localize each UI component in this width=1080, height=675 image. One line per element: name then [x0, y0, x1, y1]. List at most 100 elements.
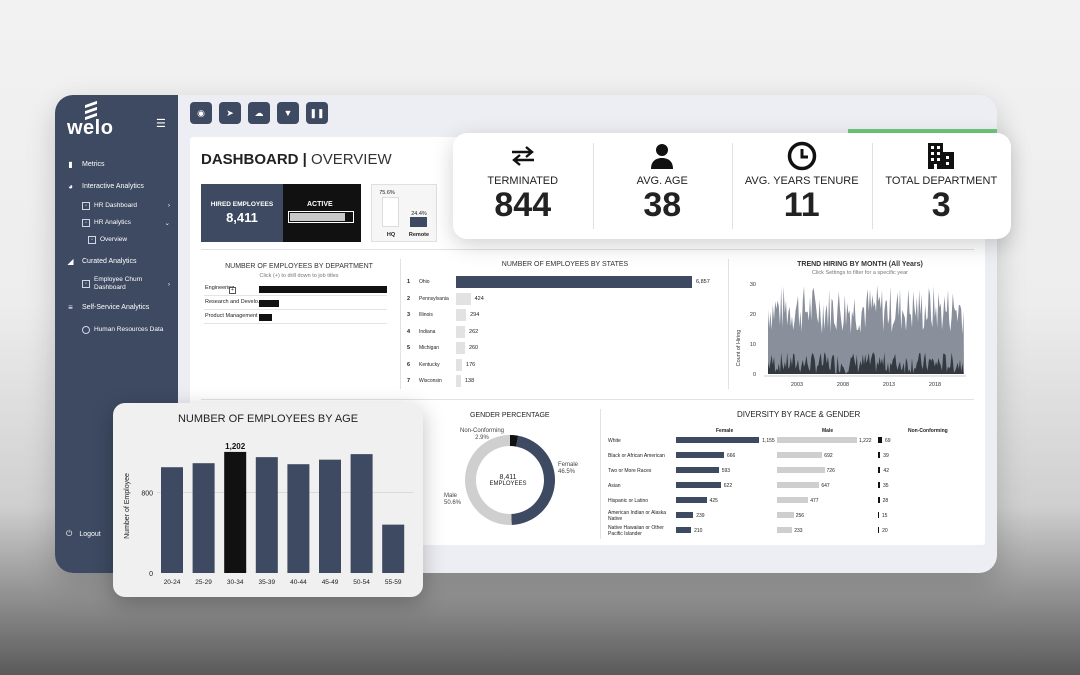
- clock-icon: [787, 141, 817, 171]
- sidebar-item-hr-data[interactable]: Human Resources Data: [55, 318, 178, 342]
- sidebar-item-overview[interactable]: ▫ Overview: [55, 231, 178, 248]
- donut-slice: [510, 435, 519, 447]
- diversity-label: Hispanic or Latino: [608, 498, 649, 504]
- age-xtick: 50-54: [353, 579, 370, 586]
- trend-xtick: 2003: [791, 382, 803, 388]
- divider: [600, 409, 601, 539]
- diversity-value-nonconforming: 20: [882, 528, 888, 534]
- department-label: Research and Develo..: [205, 299, 261, 305]
- diversity-bar-nonconforming: [878, 497, 880, 503]
- active-section: ACTIVE: [283, 184, 361, 242]
- hired-summary: HIRED EMPLOYEES 8,411: [201, 184, 283, 242]
- kpi-label: AVG. AGE: [636, 175, 688, 187]
- trend-xtick: 2013: [883, 382, 895, 388]
- sidebar-item-interactive-analytics[interactable]: ◕ Interactive Analytics: [55, 175, 178, 197]
- diversity-value-male: 477: [810, 498, 819, 504]
- sidebar-item-label: Metrics: [82, 160, 105, 168]
- age-xtick: 25-29: [195, 579, 212, 586]
- divider: [400, 259, 401, 389]
- sidebar-item-hr-analytics[interactable]: ▫ HR Analytics ⌄: [55, 214, 178, 231]
- divider: [201, 399, 974, 400]
- age-title: NUMBER OF EMPLOYEES BY AGE: [177, 413, 359, 425]
- kpi-label: AVG. YEARS TENURE: [744, 175, 859, 187]
- state-name: Illinois: [419, 312, 433, 318]
- slice-pct: 46.5%: [558, 468, 576, 475]
- diversity-bar-male: [777, 437, 857, 443]
- state-rank: 2: [407, 295, 411, 302]
- state-value: 138: [465, 378, 475, 384]
- sidebar-item-self-service[interactable]: ≡ Self-Service Analytics: [55, 296, 178, 318]
- trend-ytick: 0: [753, 372, 756, 378]
- age-xtick: 30-34: [227, 579, 244, 586]
- diversity-bar-female: [676, 512, 694, 518]
- hq-bar: [382, 196, 399, 227]
- filter-button[interactable]: ▼: [277, 102, 299, 124]
- chevron-down-icon: ⌄: [164, 219, 170, 227]
- diversity-value-nonconforming: 35: [883, 483, 889, 489]
- diversity-bar-nonconforming: [878, 527, 880, 533]
- state-rank: 6: [407, 361, 411, 368]
- trend-xtick: 2008: [837, 382, 849, 388]
- kpi-avg-tenure: AVG. YEARS TENURE 11: [732, 133, 872, 239]
- logout-label: Logout: [79, 530, 101, 538]
- row-divider: [204, 309, 387, 310]
- menu-toggle-icon[interactable]: ☰: [156, 118, 166, 130]
- state-value: 294: [470, 312, 480, 318]
- diversity-value-nonconforming: 15: [881, 513, 888, 519]
- department-bar: [259, 300, 280, 307]
- hired-label: HIRED EMPLOYEES: [210, 201, 274, 208]
- diversity-value-male: 256: [795, 513, 805, 519]
- diversity-bar-male: [777, 497, 809, 503]
- kpi-total-department: TOTAL DEPARTMENT 3: [871, 133, 1012, 239]
- female-label: Female 46.5%: [558, 462, 578, 476]
- diversity-bar-male: [777, 467, 825, 473]
- pause-button[interactable]: ❚❚: [306, 102, 328, 124]
- nonconforming-label: Non-Conforming 2.9%: [460, 428, 504, 442]
- hired-employees-card: HIRED EMPLOYEES 8,411 ACTIVE: [201, 184, 361, 242]
- row-divider: [204, 323, 387, 324]
- state-name: Indiana: [419, 328, 436, 335]
- trend-area-subset: [768, 352, 964, 374]
- diversity-title: DIVERSITY BY RACE & GENDER: [737, 410, 861, 419]
- trend-chart: Count of Hiring 30 20 10 0 2003 2008 2013 2018: [736, 282, 966, 388]
- active-progress-fill: [290, 213, 346, 221]
- state-rank: 5: [407, 345, 411, 351]
- diversity-value-nonconforming: 42: [883, 468, 889, 474]
- hq-label: HQ: [386, 232, 396, 238]
- diversity-value-female: 210: [694, 528, 703, 534]
- send-button[interactable]: ➤: [219, 102, 241, 124]
- age-ytick: 0: [149, 571, 153, 578]
- slice-pct: 2.9%: [475, 434, 489, 441]
- sidebar-item-label: Interactive Analytics: [82, 182, 144, 190]
- title-bold: DASHBOARD: [201, 151, 299, 168]
- donut-center-label: EMPLOYEES: [489, 481, 527, 487]
- sidebar-item-label: Curated Analytics: [82, 257, 137, 265]
- diversity-value-nonconforming: 28: [882, 498, 889, 504]
- sidebar-item-hr-dashboard[interactable]: ▫ HR Dashboard ›: [55, 197, 178, 214]
- expand-icon: +: [229, 287, 236, 294]
- diversity-label: Two or More Races: [608, 468, 652, 474]
- diversity-bar-nonconforming: [878, 467, 881, 473]
- diversity-value-nonconforming: 39: [883, 453, 889, 459]
- age-bar: [192, 463, 215, 573]
- trend-ylabel: Count of Hiring: [736, 330, 742, 367]
- dashboard-icon: ▫: [82, 280, 90, 288]
- logout-button[interactable]: ⏻ Logout: [66, 529, 101, 539]
- age-bar: [224, 451, 247, 573]
- diversity-value-female: 622: [723, 483, 733, 489]
- state-bar: [456, 325, 466, 338]
- donut-center: 8,411 EMPLOYEES: [487, 474, 529, 487]
- department-bar: [259, 314, 272, 321]
- send-icon: ➤: [226, 107, 234, 118]
- sidebar-item-metrics[interactable]: ▮ Metrics: [55, 153, 178, 175]
- toolbar: ◉ ➤ ☁ ▼ ❚❚: [190, 102, 328, 124]
- sidebar-item-churn[interactable]: ▫ Employee Churn Dashboard ›: [55, 272, 178, 296]
- diversity-value-female: 425: [709, 498, 718, 504]
- camera-button[interactable]: ◉: [190, 102, 212, 124]
- sidebar-item-curated-analytics[interactable]: ◢ Curated Analytics: [55, 250, 178, 272]
- download-button[interactable]: ☁: [248, 102, 270, 124]
- trend-ytick: 20: [750, 312, 756, 318]
- diversity-bar-nonconforming: [878, 452, 881, 458]
- age-bar: [161, 467, 183, 573]
- kpi-label: TOTAL DEPARTMENT: [885, 175, 998, 187]
